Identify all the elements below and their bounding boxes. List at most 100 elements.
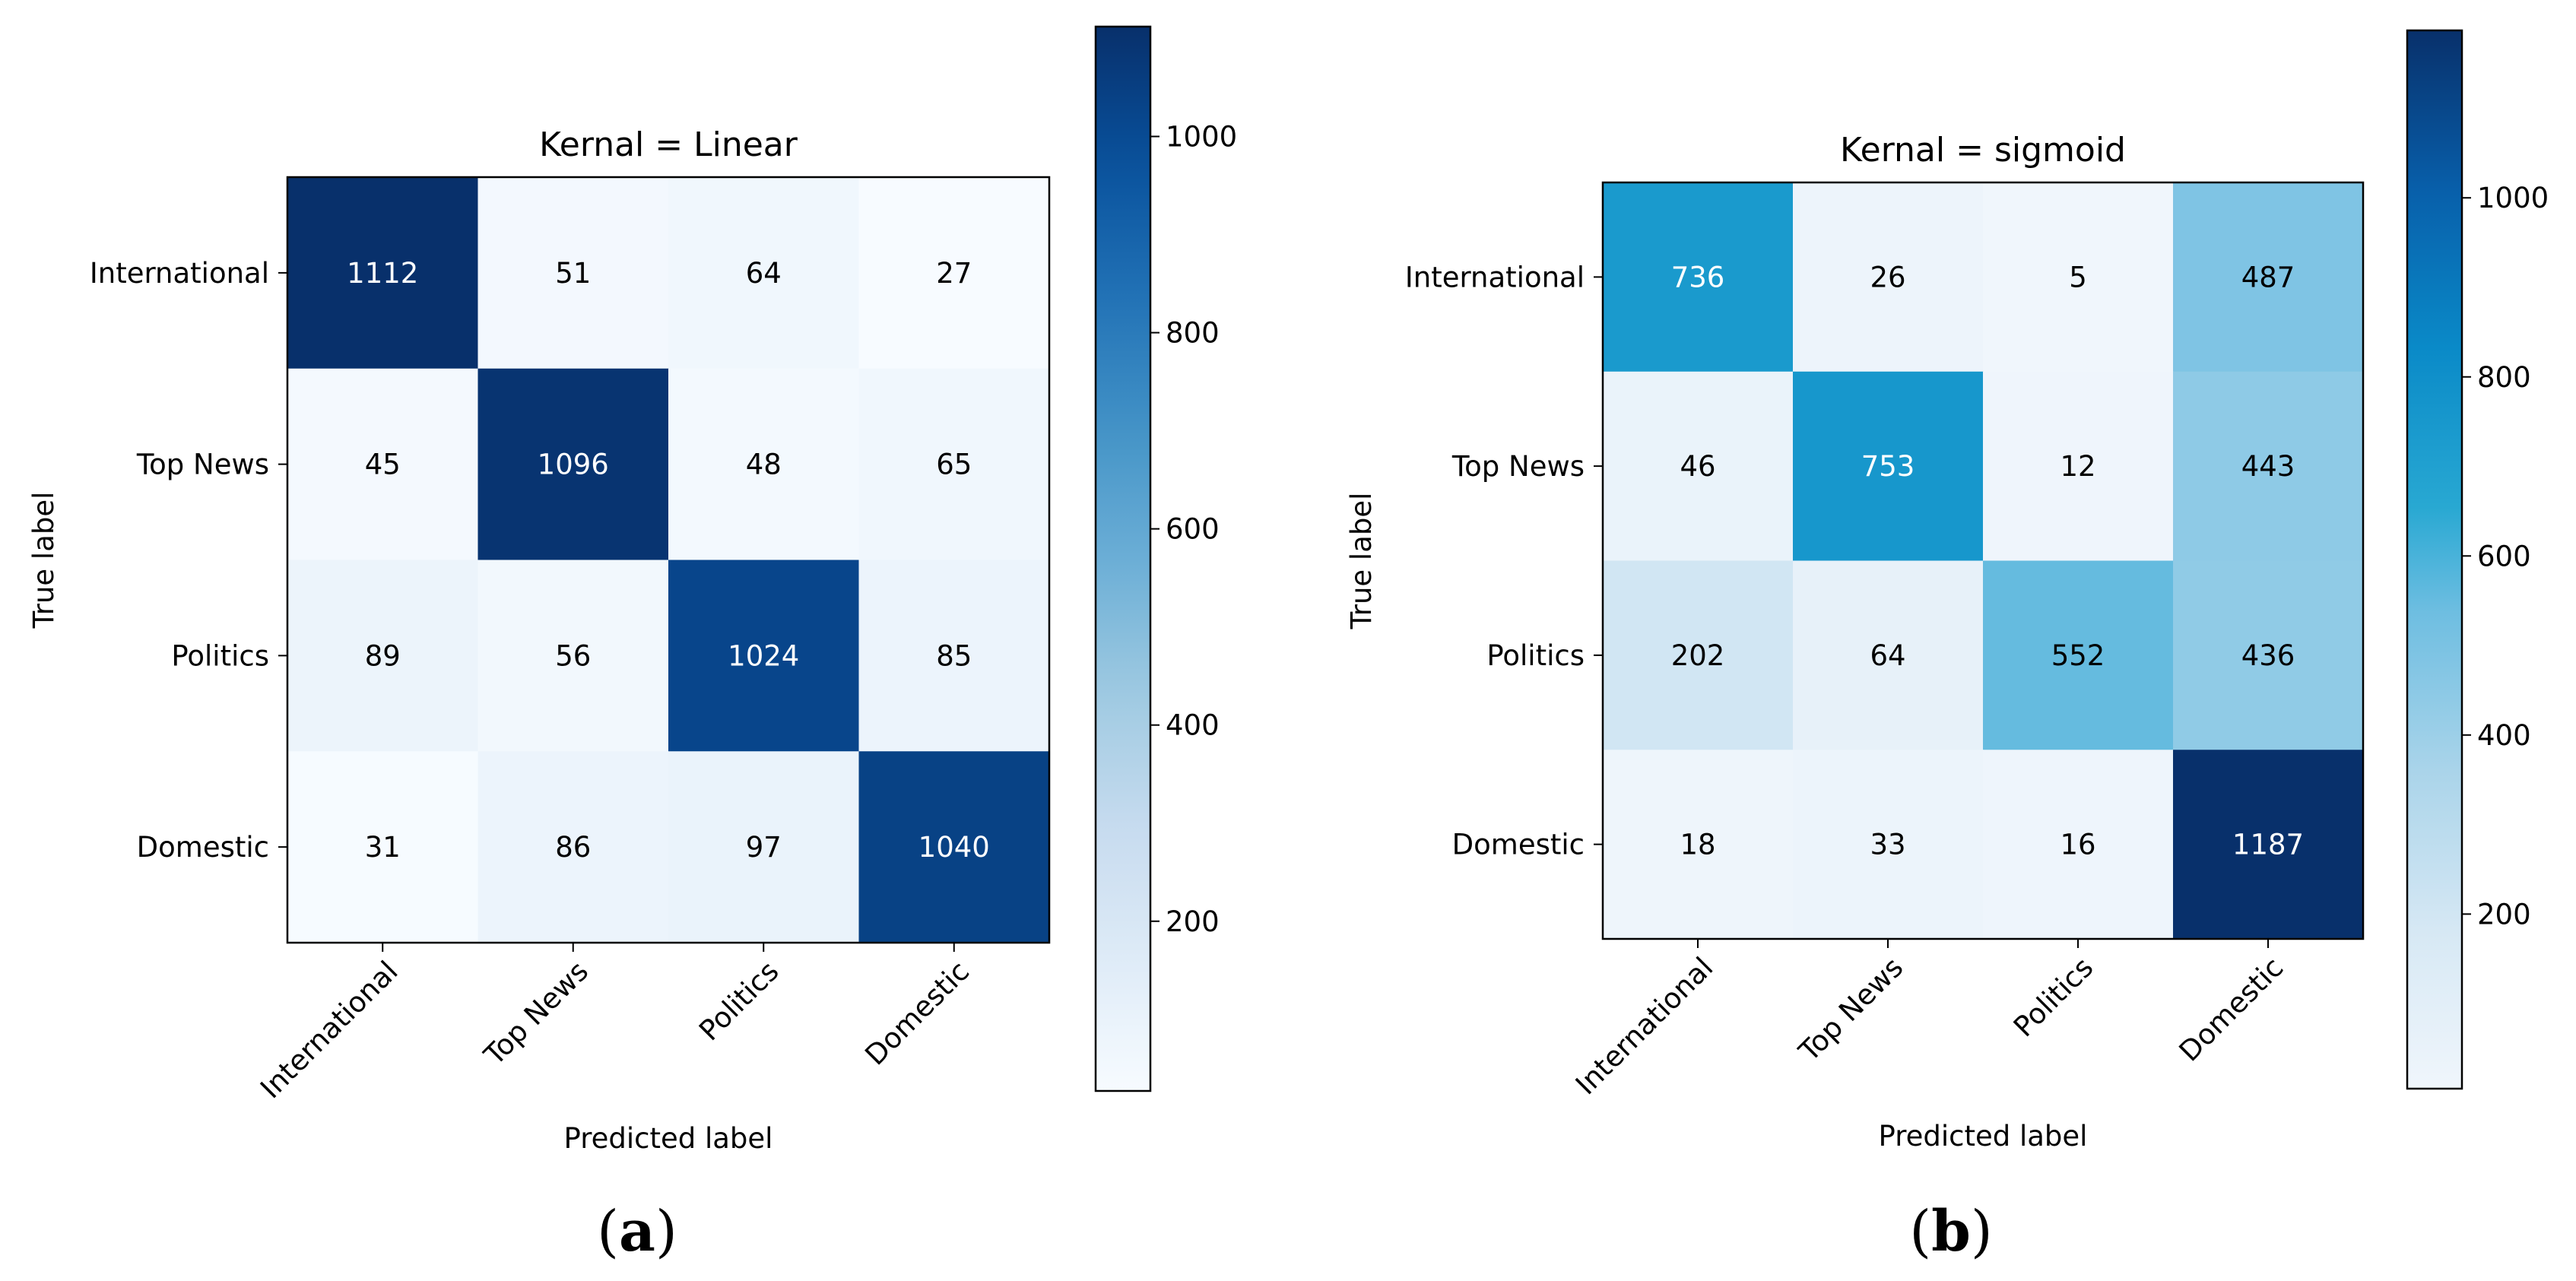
cell-value: 202 xyxy=(1671,639,1725,672)
x-tick-label: Top News xyxy=(1792,951,1909,1068)
colorbar xyxy=(1094,25,1152,1092)
y-tick-label: Domestic xyxy=(1452,829,1585,861)
y-tick-label: Domestic xyxy=(137,831,269,864)
heatmap-cell xyxy=(1793,182,1984,373)
heatmap-cell xyxy=(1603,750,1794,940)
heatmap-cell xyxy=(477,368,669,560)
cell-value: 487 xyxy=(2241,261,2295,293)
y-axis-label: True label xyxy=(27,492,60,629)
confusion-matrix-sigmoid: Kernal = sigmoid 736 26 5 487 46 753 12 443 202 64… xyxy=(1345,29,2549,1264)
heatmap-cell xyxy=(287,368,478,560)
heatmap-cell xyxy=(2173,371,2364,561)
plot-frame xyxy=(286,176,1051,944)
panel-caption: (a) xyxy=(597,1199,677,1264)
cell-value: 45 xyxy=(365,449,401,481)
x-tick-label: Domestic xyxy=(2173,951,2290,1068)
heatmap-cell xyxy=(477,560,669,752)
heatmap-cell xyxy=(477,177,669,369)
cell-value: 16 xyxy=(2060,829,2095,861)
cell-value: 48 xyxy=(746,449,782,481)
x-tick-label: International xyxy=(1569,951,1719,1101)
cell-value: 64 xyxy=(746,257,782,290)
heatmap-cell xyxy=(668,751,859,943)
heatmap-cell xyxy=(287,177,478,369)
cell-value: 736 xyxy=(1671,261,1725,293)
cell-value: 443 xyxy=(2241,450,2295,483)
heatmap-cell xyxy=(858,560,1050,752)
cell-value: 64 xyxy=(1870,639,1905,672)
heatmap-cell xyxy=(668,560,859,752)
colorbar xyxy=(2406,29,2463,1090)
heatmap-cell xyxy=(858,751,1050,943)
cell-value: 1112 xyxy=(347,257,418,290)
heatmap-cell xyxy=(1793,750,1984,940)
cell-value: 31 xyxy=(365,831,401,864)
colorbar-tick-label: 1000 xyxy=(2477,182,2549,214)
y-tick-label: Politics xyxy=(171,639,269,672)
cell-value: 1024 xyxy=(728,639,799,672)
y-tick-label: Politics xyxy=(1486,639,1585,672)
caption-open: ( xyxy=(1909,1199,1931,1264)
heatmap-cell xyxy=(1983,182,2174,373)
colorbar-tick-label: 200 xyxy=(1166,905,1220,938)
caption-letter: a xyxy=(619,1199,655,1264)
cell-value: 56 xyxy=(555,639,591,672)
heatmap-cell xyxy=(1793,560,1984,750)
x-tick-label: Domestic xyxy=(858,955,976,1072)
heatmap-cell xyxy=(287,751,478,943)
heatmap-cell xyxy=(477,751,669,943)
heatmap-cell xyxy=(1603,371,1794,561)
heatmap-cell xyxy=(668,368,859,560)
x-tick-label: Politics xyxy=(2007,951,2099,1043)
heatmap-cell xyxy=(858,368,1050,560)
chart-title: Kernal = Linear xyxy=(539,125,798,164)
cell-value: 65 xyxy=(936,449,972,481)
cell-value: 1040 xyxy=(918,831,990,864)
colorbar-tick-label: 600 xyxy=(2477,540,2531,572)
cell-value: 97 xyxy=(746,831,782,864)
panel-caption: (b) xyxy=(1909,1199,1993,1264)
heatmap-cell xyxy=(668,177,859,369)
colorbar-tick-label: 800 xyxy=(1166,317,1220,350)
colorbar-tick-label: 1000 xyxy=(1166,121,1237,154)
heatmap-cell xyxy=(2173,750,2364,940)
cell-value: 27 xyxy=(936,257,972,290)
cell-value: 26 xyxy=(1870,261,1905,293)
cell-value: 33 xyxy=(1870,829,1905,861)
cell-value: 5 xyxy=(2069,261,2087,293)
cell-value: 1187 xyxy=(2232,829,2304,861)
heatmap-cell xyxy=(2173,560,2364,750)
heatmap-cell xyxy=(287,560,478,752)
confusion-matrix-linear: Kernal = Linear 1112 51 64 27 45 1096 48 65 89 56 1… xyxy=(27,25,1237,1264)
y-tick-label: Top News xyxy=(136,449,269,481)
x-tick-label: Top News xyxy=(477,955,595,1072)
heatmap-cell xyxy=(2173,182,2364,373)
cell-value: 51 xyxy=(555,257,591,290)
caption-close: ) xyxy=(1971,1199,1993,1264)
caption-close: ) xyxy=(655,1199,677,1264)
heatmap-cell xyxy=(1793,371,1984,561)
caption-open: ( xyxy=(597,1199,619,1264)
y-tick-label: International xyxy=(1405,261,1585,293)
cell-value: 436 xyxy=(2241,639,2295,672)
heatmap-cell xyxy=(858,177,1050,369)
y-tick-label: Top News xyxy=(1451,450,1585,483)
x-axis-label: Predicted label xyxy=(564,1122,773,1155)
cell-value: 46 xyxy=(1680,450,1715,483)
cell-value: 89 xyxy=(365,639,401,672)
heatmap-cell xyxy=(1983,560,2174,750)
cell-value: 1096 xyxy=(538,449,609,481)
heatmap-cell xyxy=(1983,750,2174,940)
cell-value: 86 xyxy=(555,831,591,864)
y-tick-label: International xyxy=(90,257,269,290)
cell-value: 753 xyxy=(1861,450,1915,483)
caption-letter: b xyxy=(1931,1199,1971,1264)
colorbar-tick-label: 200 xyxy=(2477,898,2531,931)
cell-value: 552 xyxy=(2051,639,2105,672)
cell-value: 12 xyxy=(2060,450,2095,483)
x-axis-label: Predicted label xyxy=(1879,1120,2088,1153)
heatmap-cell xyxy=(1603,182,1794,373)
colorbar-tick-label: 800 xyxy=(2477,361,2531,394)
cell-value: 18 xyxy=(1680,829,1715,861)
